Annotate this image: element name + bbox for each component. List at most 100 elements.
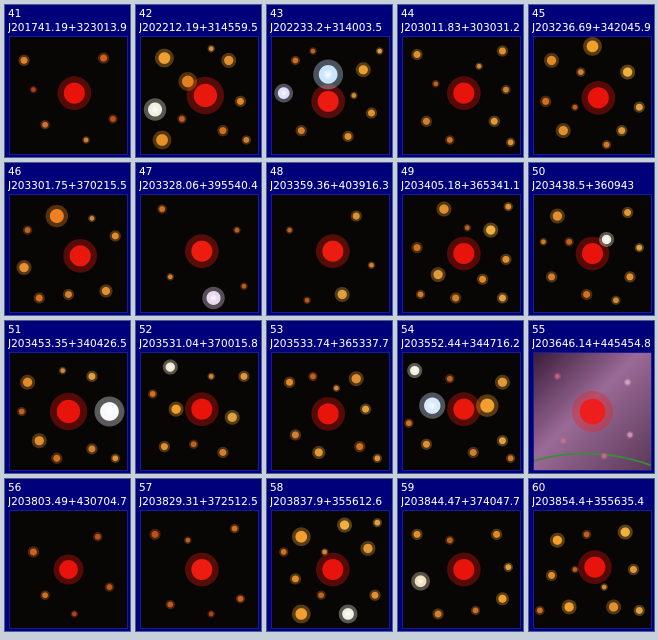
tile-index: 41: [8, 8, 22, 20]
thumbnail-tile[interactable]: 59 J203844.47+374047.7: [397, 478, 524, 632]
field-star: [70, 610, 79, 618]
star-field-image[interactable]: [402, 352, 521, 471]
field-star: [158, 440, 171, 453]
star-field-image[interactable]: [402, 36, 521, 155]
thumbnail-tile[interactable]: 56 J203803.49+430704.7: [4, 478, 131, 632]
field-star: [624, 271, 636, 283]
field-star: [27, 546, 40, 558]
thumbnail-tile[interactable]: 52 J203531.04+370015.8: [135, 320, 262, 474]
field-star: [581, 288, 593, 301]
star-field-image[interactable]: [9, 36, 128, 155]
tile-label: 56 J203803.49+430704.7: [8, 481, 128, 509]
star-field-image[interactable]: [140, 36, 259, 155]
field-star: [494, 374, 510, 390]
object-designation: J203829.31+372512.5: [139, 496, 258, 508]
star-field-graphic: [272, 353, 389, 470]
thumbnail-tile[interactable]: 44 J203011.83+303031.2: [397, 4, 524, 158]
field-star: [488, 115, 500, 127]
field-star: [372, 518, 382, 528]
field-star: [354, 440, 366, 453]
field-star: [162, 359, 178, 375]
field-star: [152, 130, 172, 150]
thumbnail-tile[interactable]: 43 J202233.2+314003.5: [266, 4, 393, 158]
thumbnail-tile[interactable]: 47 J203328.06+395540.4: [135, 162, 262, 316]
thumbnail-tile[interactable]: 48 J203359.36+403916.3: [266, 162, 393, 316]
field-star: [375, 47, 384, 55]
thumbnail-tile[interactable]: 42 J202212.19+314559.5: [135, 4, 262, 158]
star-field-image[interactable]: [9, 510, 128, 629]
field-star: [290, 55, 301, 66]
field-star: [535, 605, 545, 616]
thumbnail-tile[interactable]: 45 J203236.69+342045.9: [528, 4, 655, 158]
object-designation: J203236.69+342045.9: [532, 22, 651, 34]
star-field-image[interactable]: [271, 194, 390, 313]
star-field-image[interactable]: [9, 352, 128, 471]
tile-index: 57: [139, 482, 153, 494]
star-field-image[interactable]: [9, 194, 128, 313]
field-star: [285, 226, 294, 234]
thumbnail-tile[interactable]: 49 J203405.18+365341.1: [397, 162, 524, 316]
field-star: [157, 204, 167, 214]
star-field-image[interactable]: [140, 510, 259, 629]
star-field-image[interactable]: [533, 194, 652, 313]
thumbnail-tile[interactable]: 53 J203533.74+365337.7: [266, 320, 393, 474]
field-star: [576, 67, 586, 77]
star-field-image[interactable]: [271, 36, 390, 155]
field-star: [432, 608, 444, 620]
tile-index: 48: [270, 166, 284, 178]
field-star: [445, 135, 455, 145]
field-star: [411, 242, 423, 254]
field-star: [149, 528, 161, 541]
thumbnail-tile[interactable]: 58 J203837.9+355612.6: [266, 478, 393, 632]
field-star: [415, 289, 426, 300]
star-field-image[interactable]: [271, 352, 390, 471]
star-field-image[interactable]: [533, 36, 652, 155]
tile-label: 47 J203328.06+395540.4: [139, 165, 259, 193]
target-red-star: [49, 392, 88, 431]
star-field-image[interactable]: [402, 194, 521, 313]
thumbnail-tile[interactable]: 60 J203854.4+355635.4: [528, 478, 655, 632]
field-star: [97, 52, 110, 64]
target-red-star: [184, 234, 219, 269]
star-field-image[interactable]: [533, 352, 652, 471]
field-star: [168, 401, 184, 417]
object-designation: J203301.75+370215.5: [8, 180, 127, 192]
star-field-image[interactable]: [140, 352, 259, 471]
tile-label: 54 J203552.44+344716.2: [401, 323, 521, 351]
star-field-image[interactable]: [140, 194, 259, 313]
target-red-star: [446, 392, 481, 427]
object-designation: J203803.49+430704.7: [8, 496, 127, 508]
thumbnail-tile[interactable]: 54 J203552.44+344716.2: [397, 320, 524, 474]
star-field-image[interactable]: [402, 510, 521, 629]
field-star: [633, 101, 645, 113]
thumbnail-tile[interactable]: 46 J203301.75+370215.5: [4, 162, 131, 316]
field-star: [207, 372, 215, 381]
nebula-arc: [534, 452, 651, 467]
field-star: [450, 292, 462, 304]
star-field-image[interactable]: [271, 510, 390, 629]
tile-index: 49: [401, 166, 415, 178]
field-star: [496, 292, 509, 304]
thumbnail-tile[interactable]: 57 J203829.31+372512.5: [135, 478, 262, 632]
field-star: [283, 376, 296, 388]
tile-index: 47: [139, 166, 153, 178]
tile-index: 43: [270, 8, 284, 20]
field-star: [436, 201, 452, 217]
star-field-image[interactable]: [533, 510, 652, 629]
tile-index: 51: [8, 324, 22, 336]
field-star: [155, 48, 174, 68]
field-star: [221, 52, 237, 68]
object-designation: J203438.5+360943: [532, 180, 635, 192]
thumbnail-tile[interactable]: 50 J203438.5+360943: [528, 162, 655, 316]
field-star: [505, 453, 516, 463]
field-star: [342, 130, 354, 143]
field-star: [483, 222, 499, 238]
tile-index: 54: [401, 324, 415, 336]
thumbnail-tile[interactable]: 41 J201741.19+323013.9: [4, 4, 131, 158]
thumbnail-tile[interactable]: 51 J203453.35+340426.5: [4, 320, 131, 474]
tile-index: 52: [139, 324, 153, 336]
field-star: [229, 523, 240, 534]
thumbnail-tile[interactable]: 55 J203646.14+445454.8: [528, 320, 655, 474]
object-designation: J203453.35+340426.5: [8, 338, 127, 350]
field-star: [617, 524, 633, 540]
